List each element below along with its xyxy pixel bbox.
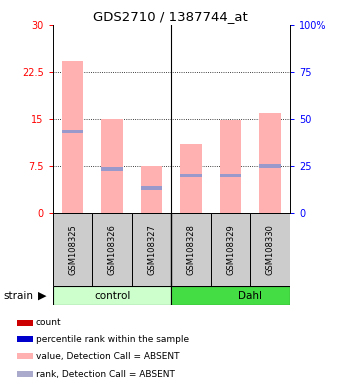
Bar <box>220 120 241 213</box>
Text: count: count <box>36 318 61 327</box>
Bar <box>141 166 162 213</box>
Bar <box>62 61 84 213</box>
Text: strain: strain <box>3 291 33 301</box>
Bar <box>17 353 33 359</box>
Bar <box>17 371 33 377</box>
Text: ▶: ▶ <box>39 291 47 301</box>
Text: GDS2710 / 1387744_at: GDS2710 / 1387744_at <box>93 10 248 23</box>
Text: percentile rank within the sample: percentile rank within the sample <box>36 334 189 344</box>
Bar <box>17 319 33 326</box>
Text: GSM108330: GSM108330 <box>266 224 275 275</box>
Text: GSM108328: GSM108328 <box>187 224 196 275</box>
Text: GSM108327: GSM108327 <box>147 224 156 275</box>
Text: GSM108325: GSM108325 <box>68 224 77 275</box>
Text: Dahl: Dahl <box>238 291 262 301</box>
Text: GSM108329: GSM108329 <box>226 224 235 275</box>
Bar <box>180 144 202 213</box>
Bar <box>132 213 171 286</box>
Bar <box>180 174 202 177</box>
Text: value, Detection Call = ABSENT: value, Detection Call = ABSENT <box>36 352 179 361</box>
Bar <box>250 213 290 286</box>
Bar <box>62 130 84 134</box>
Bar <box>53 286 171 305</box>
Bar <box>92 213 132 286</box>
Bar <box>259 113 281 213</box>
Text: rank, Detection Call = ABSENT: rank, Detection Call = ABSENT <box>36 370 175 379</box>
Bar <box>17 336 33 342</box>
Bar <box>171 286 290 305</box>
Bar <box>141 186 162 190</box>
Bar <box>101 119 123 213</box>
Bar <box>53 213 92 286</box>
Bar <box>259 164 281 168</box>
Bar <box>220 174 241 177</box>
Bar <box>101 167 123 171</box>
Text: control: control <box>94 291 130 301</box>
Bar <box>211 213 250 286</box>
Text: GSM108326: GSM108326 <box>108 224 117 275</box>
Bar <box>171 213 211 286</box>
